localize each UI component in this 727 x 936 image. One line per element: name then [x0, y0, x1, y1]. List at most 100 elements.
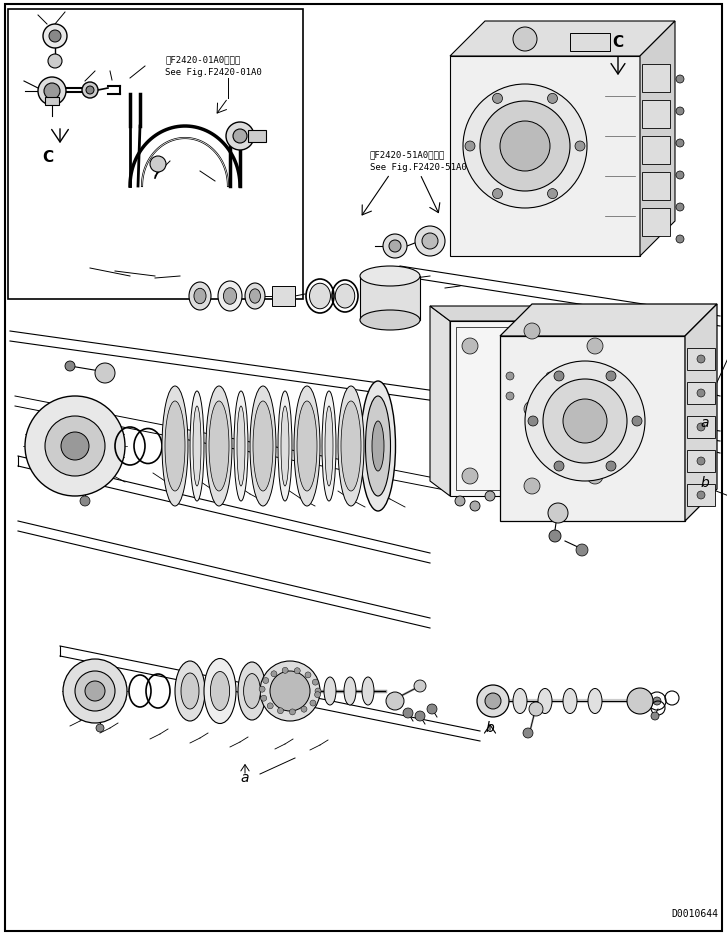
Circle shape: [49, 31, 61, 43]
Ellipse shape: [175, 662, 205, 722]
Circle shape: [606, 461, 616, 472]
Circle shape: [548, 504, 568, 523]
Circle shape: [546, 373, 554, 381]
Ellipse shape: [249, 289, 260, 304]
Text: b: b: [701, 475, 710, 490]
Circle shape: [463, 85, 587, 209]
Circle shape: [676, 76, 684, 84]
Circle shape: [75, 671, 115, 711]
Ellipse shape: [538, 689, 552, 714]
Bar: [642, 173, 670, 201]
Circle shape: [415, 711, 425, 722]
Polygon shape: [500, 305, 717, 337]
Polygon shape: [450, 322, 615, 496]
Circle shape: [554, 372, 564, 382]
Ellipse shape: [513, 689, 527, 714]
Circle shape: [547, 95, 558, 104]
Circle shape: [226, 123, 254, 151]
Circle shape: [697, 424, 705, 431]
Ellipse shape: [372, 421, 384, 472]
Circle shape: [543, 380, 627, 463]
Circle shape: [415, 227, 445, 256]
Circle shape: [260, 662, 320, 722]
Circle shape: [44, 84, 60, 100]
Ellipse shape: [588, 689, 602, 714]
Ellipse shape: [341, 402, 361, 491]
Circle shape: [403, 709, 413, 718]
Text: D0010644: D0010644: [671, 908, 718, 918]
Circle shape: [63, 659, 127, 724]
Ellipse shape: [322, 391, 336, 502]
Circle shape: [262, 678, 269, 684]
Ellipse shape: [189, 283, 211, 311]
Circle shape: [389, 241, 401, 253]
Polygon shape: [640, 22, 675, 256]
Circle shape: [587, 469, 603, 485]
Ellipse shape: [206, 387, 232, 506]
Bar: [687, 383, 715, 404]
Circle shape: [485, 694, 501, 709]
Circle shape: [527, 404, 537, 415]
Circle shape: [632, 417, 642, 427]
Bar: [8, 10, 303, 300]
Ellipse shape: [190, 391, 204, 502]
Text: a: a: [701, 416, 710, 430]
Circle shape: [414, 680, 426, 693]
Circle shape: [529, 702, 543, 716]
Circle shape: [470, 502, 480, 511]
Circle shape: [294, 668, 300, 674]
Circle shape: [386, 693, 404, 710]
Circle shape: [676, 204, 684, 212]
Circle shape: [485, 491, 495, 502]
Bar: [642, 209, 670, 237]
Circle shape: [462, 469, 478, 485]
Circle shape: [95, 363, 115, 384]
Ellipse shape: [294, 387, 320, 506]
Bar: [45, 98, 59, 106]
Ellipse shape: [366, 397, 390, 496]
Circle shape: [506, 392, 514, 401]
Circle shape: [427, 704, 437, 714]
Ellipse shape: [162, 387, 188, 506]
Bar: [248, 131, 266, 143]
Circle shape: [61, 432, 89, 461]
Polygon shape: [685, 305, 717, 521]
Circle shape: [315, 692, 321, 698]
Text: See Fig.F2420-51A0: See Fig.F2420-51A0: [370, 163, 467, 172]
Circle shape: [38, 78, 66, 106]
Ellipse shape: [297, 402, 317, 491]
Ellipse shape: [238, 663, 266, 720]
Circle shape: [697, 491, 705, 500]
Circle shape: [524, 478, 540, 494]
Circle shape: [575, 142, 585, 152]
Circle shape: [653, 697, 661, 705]
Circle shape: [278, 708, 284, 714]
Circle shape: [289, 709, 295, 715]
Ellipse shape: [210, 672, 230, 710]
Circle shape: [261, 695, 267, 701]
Circle shape: [477, 685, 509, 717]
Bar: [687, 450, 715, 473]
Circle shape: [455, 496, 465, 506]
Ellipse shape: [324, 678, 336, 705]
Circle shape: [676, 172, 684, 180]
Ellipse shape: [193, 406, 201, 487]
Circle shape: [82, 83, 98, 99]
Circle shape: [651, 712, 659, 720]
Circle shape: [259, 686, 265, 693]
Ellipse shape: [344, 678, 356, 705]
Ellipse shape: [218, 282, 242, 312]
Circle shape: [523, 728, 533, 739]
Text: C: C: [42, 150, 53, 165]
Circle shape: [25, 397, 125, 496]
Ellipse shape: [563, 689, 577, 714]
Circle shape: [697, 389, 705, 398]
Circle shape: [313, 680, 318, 685]
Circle shape: [96, 724, 104, 732]
Circle shape: [43, 25, 67, 49]
Circle shape: [310, 700, 316, 707]
Circle shape: [676, 108, 684, 116]
Ellipse shape: [325, 406, 333, 487]
Ellipse shape: [194, 289, 206, 304]
Circle shape: [86, 87, 94, 95]
